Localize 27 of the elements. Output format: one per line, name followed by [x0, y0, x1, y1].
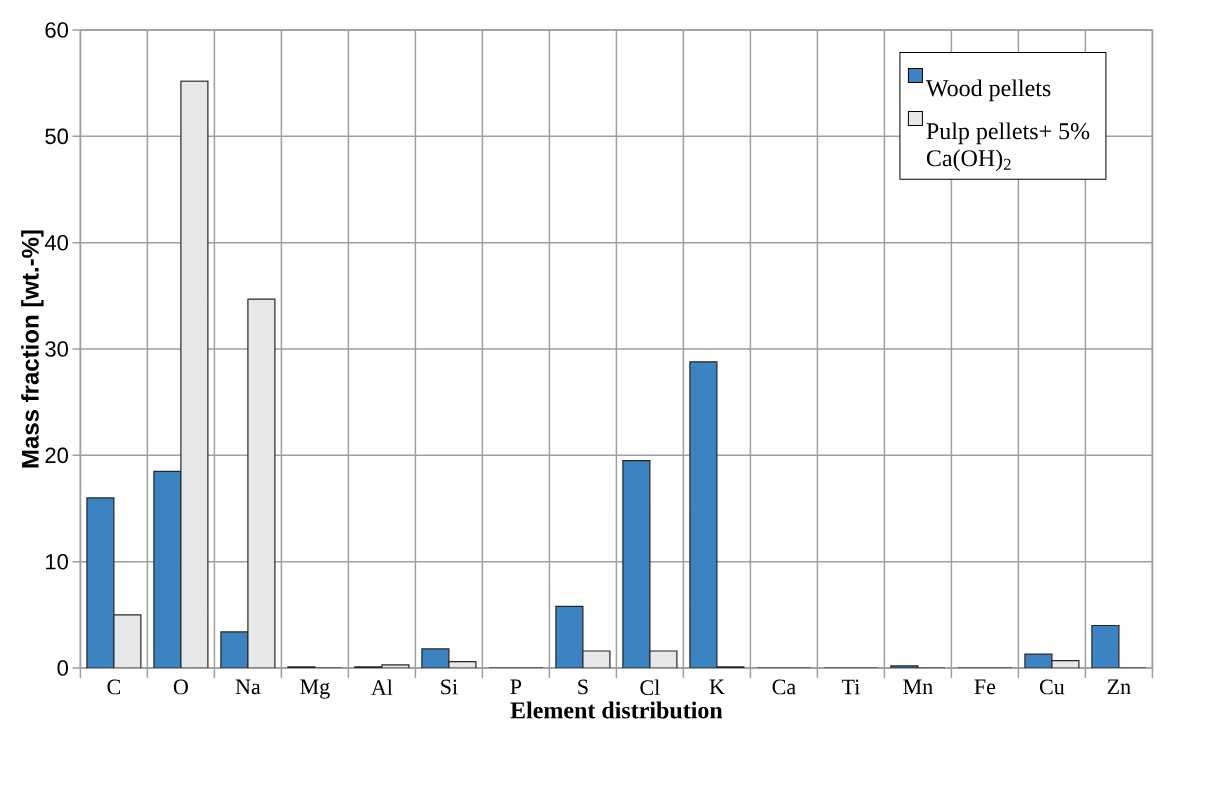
x-tick-label: O [173, 679, 188, 695]
legend-label: Pulp pellets+ 5% Ca(OH)$_{2}$ [926, 122, 1090, 172]
y-tick-label: 0 [57, 660, 68, 676]
x-tick-label: Fe [974, 679, 996, 695]
x-tick-label: Al [371, 679, 393, 695]
x-tick-label: Ti [841, 679, 860, 695]
x-tick-label: S [578, 679, 588, 695]
x-tick-label: Ca [772, 679, 796, 695]
y-axis-title: Mass fraction [wt.-%] [21, 230, 44, 468]
legend-label: Wood pellets [925, 79, 1051, 102]
y-tick-label: 20 [45, 447, 68, 464]
x-tick-label: Mg [300, 679, 330, 699]
y-tick-label: 30 [45, 341, 68, 357]
y-tick-label: 40 [44, 234, 68, 251]
x-tick-label: Si [441, 679, 458, 695]
y-tick-label: 60 [45, 22, 68, 38]
x-tick-label: Cu [1039, 679, 1065, 695]
x-tick-label: Na [235, 679, 261, 695]
x-tick-label: Cl [640, 679, 660, 696]
x-tick-label: K [709, 679, 725, 694]
x-tick-label: Zn [1107, 679, 1131, 694]
y-tick-label: 10 [46, 553, 68, 570]
x-tick-label: C [107, 679, 121, 695]
x-tick-label: P [510, 679, 522, 694]
y-tick-label: 50 [45, 128, 68, 145]
x-axis-title: Element distribution [510, 701, 723, 719]
x-tick-label: Mn [903, 679, 933, 694]
